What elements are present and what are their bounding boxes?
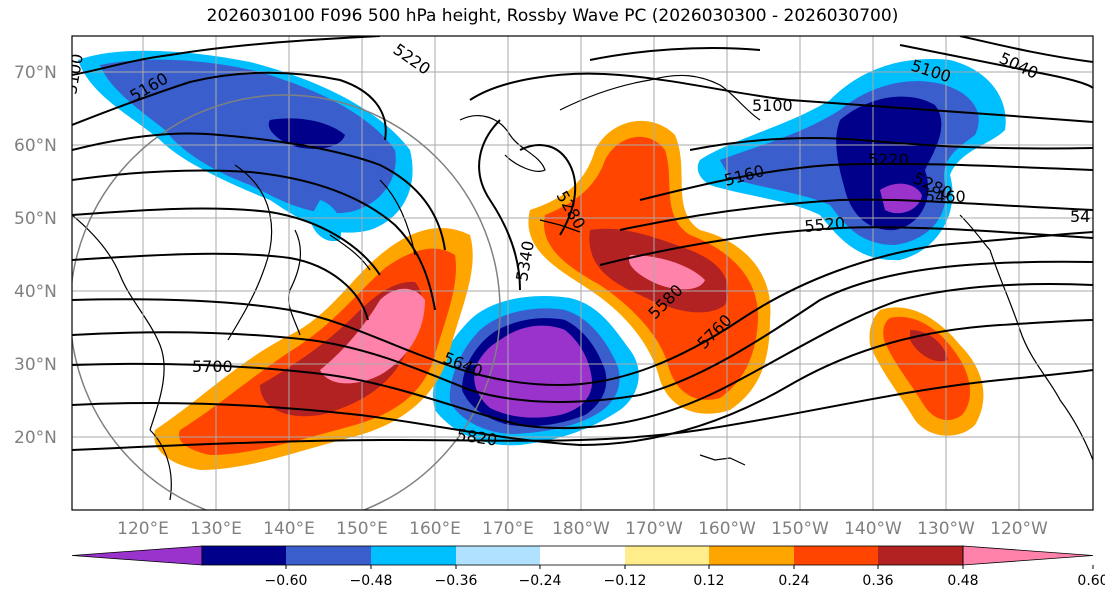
lat-label: 40°N bbox=[14, 282, 57, 302]
colorbar-segment bbox=[456, 546, 540, 565]
radius-circle bbox=[72, 94, 501, 510]
colorbar-tick-label: −0.24 bbox=[519, 573, 562, 589]
map-frame bbox=[71, 35, 1094, 511]
lat-label: 20°N bbox=[14, 428, 57, 448]
colorbar-segment bbox=[540, 546, 625, 565]
contour-label: 54 bbox=[1070, 207, 1090, 226]
lon-label: 160°W bbox=[698, 519, 756, 539]
lon-label: 150°E bbox=[336, 519, 388, 539]
colorbar-segment bbox=[962, 545, 1094, 566]
lon-label: 140°W bbox=[844, 519, 902, 539]
colorbar-segment bbox=[709, 546, 794, 565]
latitude-labels: 70°N 60°N 50°N 40°N 30°N 20°N bbox=[14, 63, 57, 448]
lon-label: 160°E bbox=[409, 519, 461, 539]
lat-label: 60°N bbox=[14, 136, 57, 156]
longitude-labels: 120°E 130°E 140°E 150°E 160°E 170°E 180°… bbox=[117, 519, 1048, 539]
colorbar-tick-label: −0.48 bbox=[350, 573, 393, 589]
lon-label: 140°E bbox=[263, 519, 315, 539]
lat-label: 30°N bbox=[14, 355, 57, 375]
lon-label: 170°E bbox=[482, 519, 534, 539]
lat-label: 70°N bbox=[14, 63, 57, 83]
lat-label: 50°N bbox=[14, 209, 57, 229]
colorbar: −0.60 −0.48 −0.36 −0.24 −0.12 0.12 0.24 0.36 0.4… bbox=[71, 545, 1105, 589]
lon-label: 180°W bbox=[552, 519, 610, 539]
colorbar-tick-label: 0.36 bbox=[862, 573, 893, 589]
contour-label: 5220 bbox=[868, 150, 909, 169]
colorbar-tick-label: −0.36 bbox=[435, 573, 478, 589]
colorbar-tick-label: 0.60 bbox=[1077, 573, 1105, 589]
colorbar-tick-label: 0.12 bbox=[693, 573, 724, 589]
negative-anomaly-central-pacific bbox=[433, 296, 639, 446]
positive-anomaly-west-pacific bbox=[154, 227, 473, 470]
map-content: 5160 5100 5220 5100 5040 5100 5160 5220 … bbox=[72, 36, 1093, 510]
colorbar-segment bbox=[286, 546, 371, 565]
colorbar-segment bbox=[371, 546, 456, 565]
contour-label: 5700 bbox=[192, 357, 233, 376]
lon-label: 170°W bbox=[625, 519, 683, 539]
colorbar-tick-label: 0.24 bbox=[778, 573, 809, 589]
positive-anomaly-east-pacific bbox=[869, 307, 984, 436]
colorbar-outline bbox=[201, 545, 964, 566]
lon-label: 120°E bbox=[117, 519, 169, 539]
lon-label: 130°E bbox=[190, 519, 242, 539]
lon-label: 120°W bbox=[990, 519, 1048, 539]
contour-label: 5460 bbox=[925, 187, 966, 206]
height-contours bbox=[72, 36, 1093, 451]
colorbar-tick-label: −0.60 bbox=[265, 573, 308, 589]
colorbar-segment bbox=[878, 546, 963, 565]
lon-label: 130°W bbox=[917, 519, 975, 539]
colorbar-segment bbox=[202, 546, 286, 565]
colorbar-segment bbox=[625, 546, 709, 565]
gridlines bbox=[72, 36, 1093, 510]
map-title: 2026030100 F096 500 hPa height, Rossby W… bbox=[206, 6, 899, 26]
colorbar-tick-label: −0.12 bbox=[604, 573, 647, 589]
contour-label: 5100 bbox=[752, 96, 793, 115]
lon-label: 150°W bbox=[771, 519, 829, 539]
contour-label: 5520 bbox=[804, 214, 846, 236]
colorbar-segment bbox=[794, 546, 878, 565]
colorbar-tick-label: 0.48 bbox=[947, 573, 978, 589]
colorbar-segment bbox=[71, 545, 203, 566]
